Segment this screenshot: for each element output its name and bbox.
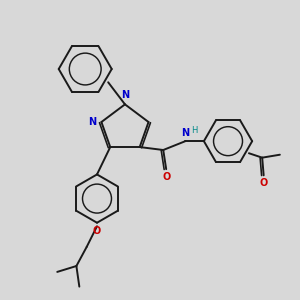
- Text: H: H: [191, 126, 198, 135]
- Text: N: N: [181, 128, 189, 138]
- Text: N: N: [121, 90, 129, 100]
- Text: N: N: [88, 117, 96, 127]
- Text: O: O: [162, 172, 170, 182]
- Text: O: O: [93, 226, 101, 236]
- Text: O: O: [260, 178, 268, 188]
